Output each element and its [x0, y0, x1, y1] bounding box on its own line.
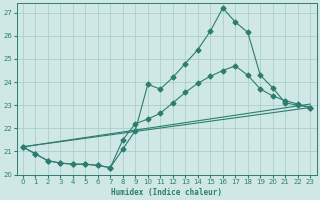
- X-axis label: Humidex (Indice chaleur): Humidex (Indice chaleur): [111, 188, 222, 197]
